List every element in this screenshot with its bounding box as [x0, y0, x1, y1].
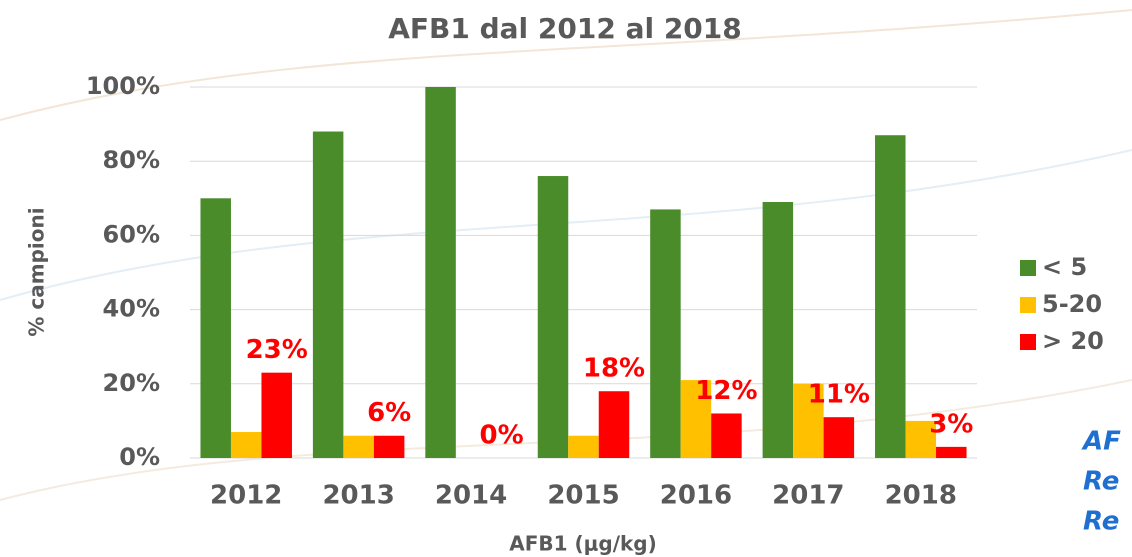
bar [231, 432, 262, 458]
bar [711, 413, 742, 458]
bar [261, 373, 292, 458]
y-tick-label: 20% [103, 369, 160, 397]
bar [538, 176, 569, 458]
legend-label: < 5 [1042, 253, 1087, 281]
legend-swatch [1020, 297, 1036, 313]
data-label: 23% [246, 335, 308, 365]
x-tick-label: 2016 [660, 481, 732, 511]
y-tick-label: 60% [103, 220, 160, 248]
bar [824, 417, 855, 458]
legend-swatch [1020, 334, 1036, 350]
x-tick-label: 2015 [547, 481, 619, 511]
bar [936, 447, 967, 458]
x-tick-label: 2014 [435, 481, 507, 511]
y-tick-label: 40% [103, 295, 160, 323]
bar [374, 436, 405, 458]
x-axis-title: AFB1 (μg/kg) [509, 532, 657, 556]
bar [875, 135, 906, 458]
chart-title: AFB1 dal 2012 al 2018 [388, 12, 742, 45]
data-label: 11% [808, 380, 870, 410]
legend-label: > 20 [1042, 327, 1104, 355]
y-tick-label: 0% [119, 443, 160, 471]
bar [650, 209, 681, 458]
x-tick-label: 2012 [210, 481, 282, 511]
data-label: 18% [583, 354, 645, 384]
data-label: 12% [695, 376, 757, 406]
x-tick-label: 2018 [885, 481, 957, 511]
legend-label: 5-20 [1042, 290, 1102, 318]
bar [200, 198, 231, 458]
bar [343, 436, 374, 458]
page: AFB1 dal 2012 al 2018 AFB1 (μg/kg) % cam… [0, 0, 1132, 557]
data-label: 0% [479, 421, 523, 451]
y-axis-title: % campioni [25, 207, 49, 336]
data-label: 6% [367, 398, 411, 428]
data-label: 3% [929, 409, 973, 439]
annotation: AF [1081, 427, 1121, 457]
y-tick-label: 80% [103, 146, 160, 174]
bar [313, 132, 344, 458]
bar [568, 436, 599, 458]
bar [425, 87, 456, 458]
chart: AFB1 dal 2012 al 2018 AFB1 (μg/kg) % cam… [0, 0, 1132, 557]
x-tick-label: 2017 [772, 481, 844, 511]
x-tick-label: 2013 [322, 481, 394, 511]
annotation: Re [1083, 507, 1119, 537]
y-tick-label: 100% [86, 72, 160, 100]
bar [599, 391, 630, 458]
legend-swatch [1020, 260, 1036, 276]
bar [763, 202, 794, 458]
annotation: Re [1083, 467, 1119, 497]
